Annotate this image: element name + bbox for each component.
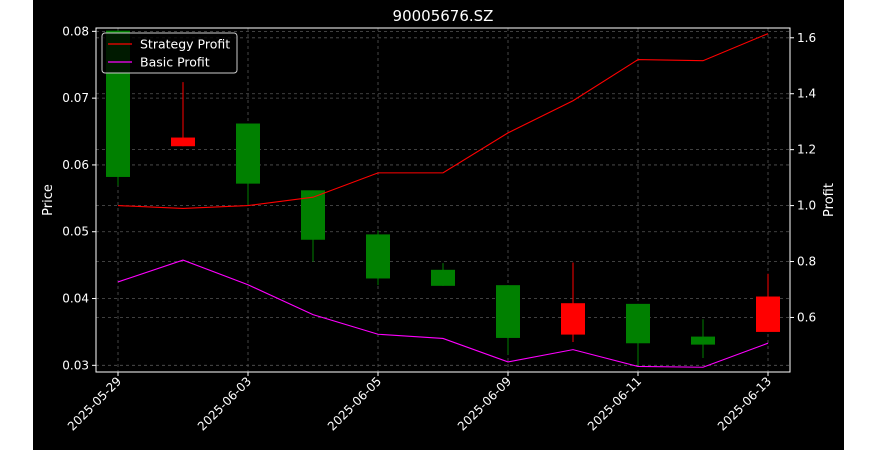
y-tick-label: 0.07 (62, 91, 89, 105)
legend-label-basic-profit: Basic Profit (140, 55, 210, 70)
basic-profit-line (117, 259, 769, 368)
x-tick-label: 2025-06-13 (715, 374, 774, 433)
y2-tick-label: 1.6 (797, 31, 816, 45)
candle-body (756, 296, 780, 332)
y2-tick-label: 1.4 (797, 87, 816, 101)
y-axis-label: Price (41, 184, 56, 216)
x-tick-label: 2025-06-03 (195, 374, 254, 433)
candle-body (626, 303, 650, 344)
candle-body (171, 137, 195, 147)
candles (106, 30, 780, 367)
chart-figure: 90005676.SZ 0.03 0.04 0.05 0.06 0.07 0.08 0.6 0… (33, 0, 844, 450)
y2-tick-label: 0.6 (797, 310, 816, 324)
profit-lines (117, 33, 769, 368)
legend-box (101, 32, 238, 74)
candlestick-chart: 90005676.SZ 0.03 0.04 0.05 0.06 0.07 0.08 0.6 0… (41, 7, 837, 433)
y-tick-label: 0.03 (62, 358, 89, 372)
legend-label-strategy-profit: Strategy Profit (140, 37, 230, 52)
grid (96, 28, 790, 372)
y2-tick-label: 1.0 (797, 199, 816, 213)
candle-body (691, 336, 715, 345)
y-tick-label: 0.06 (62, 158, 89, 172)
chart-title: 90005676.SZ (393, 7, 494, 25)
x-tick-label: 2025-05-29 (65, 374, 124, 433)
candle-body (431, 269, 455, 286)
candle-body (561, 303, 585, 335)
y2-tick-label: 1.2 (797, 143, 816, 157)
y2-tick-label: 0.8 (797, 255, 816, 269)
y-tick-label: 0.04 (62, 292, 89, 306)
x-tick-label: 2025-06-05 (325, 374, 384, 433)
strategy-profit-line (117, 33, 769, 209)
plot-frame (95, 27, 791, 373)
candle-body (366, 234, 390, 279)
x-tick-label: 2025-06-11 (585, 374, 644, 433)
candle-body (236, 123, 260, 184)
y-tick-label: 0.08 (62, 24, 89, 38)
candle-body (496, 285, 520, 338)
y2-axis-label: Profit (822, 183, 837, 217)
y-tick-label: 0.05 (62, 225, 89, 239)
x-tick-label: 2025-06-09 (455, 374, 514, 433)
legend: Strategy Profit Basic Profit (101, 32, 238, 74)
